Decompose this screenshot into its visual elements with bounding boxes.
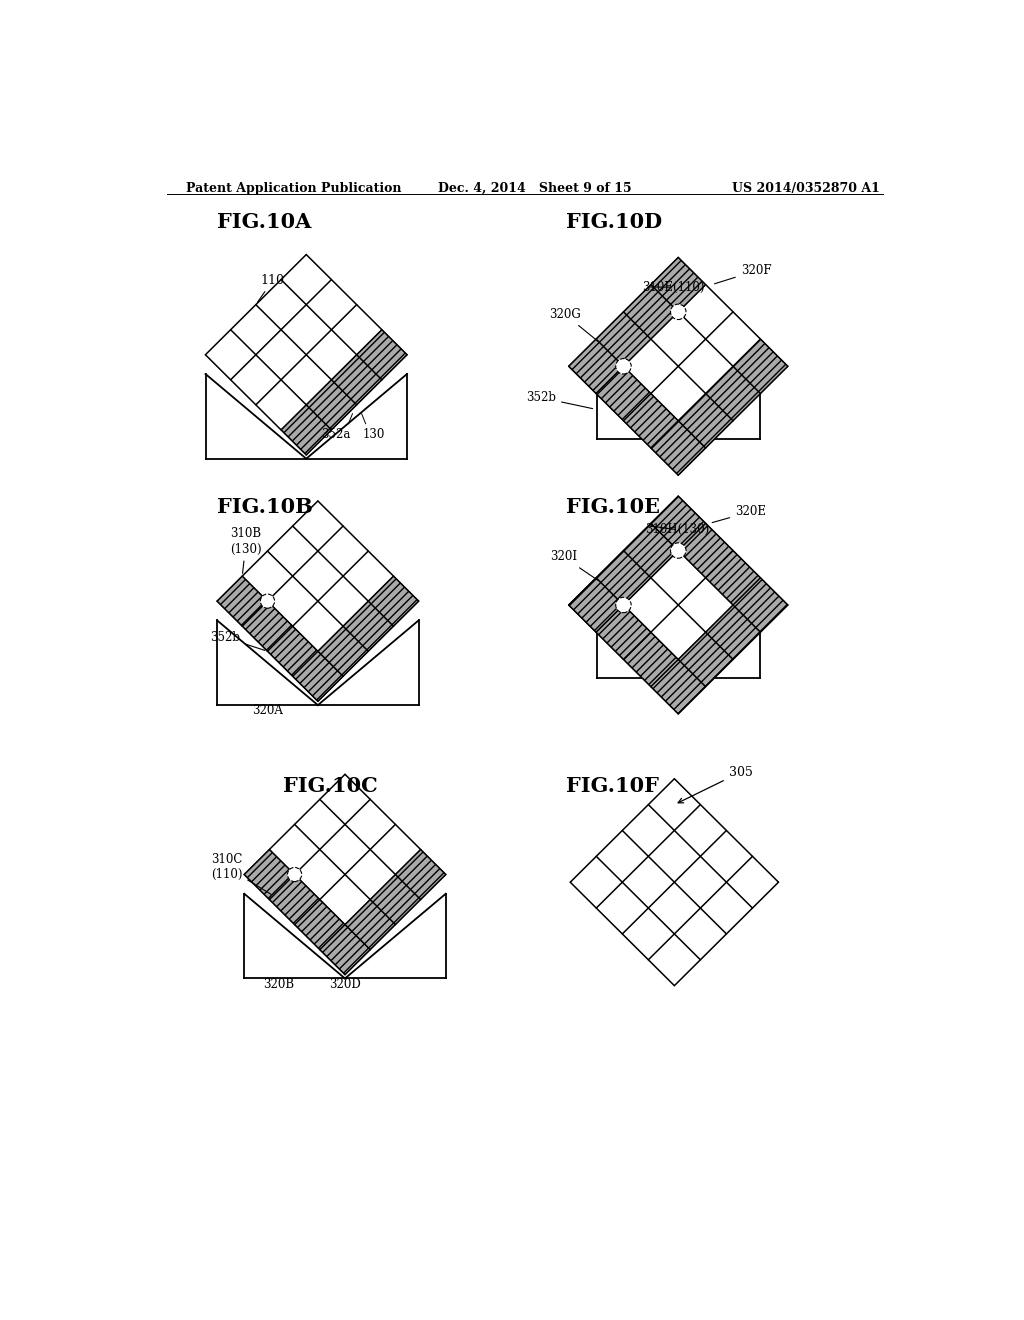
Text: FIG.10C: FIG.10C bbox=[283, 776, 378, 796]
Text: FIG.10E: FIG.10E bbox=[566, 498, 659, 517]
Circle shape bbox=[615, 597, 631, 612]
Text: 352b: 352b bbox=[210, 631, 265, 651]
Polygon shape bbox=[267, 550, 369, 651]
Polygon shape bbox=[651, 496, 787, 632]
Polygon shape bbox=[281, 330, 408, 455]
Polygon shape bbox=[624, 312, 733, 421]
Text: 310H(130): 310H(130) bbox=[645, 523, 710, 536]
Polygon shape bbox=[623, 830, 726, 935]
Polygon shape bbox=[244, 850, 371, 974]
Polygon shape bbox=[651, 578, 787, 714]
Text: 352b: 352b bbox=[526, 391, 593, 409]
Text: 352a: 352a bbox=[322, 428, 350, 441]
Text: 320G: 320G bbox=[549, 308, 598, 341]
Polygon shape bbox=[319, 850, 445, 974]
Polygon shape bbox=[217, 576, 343, 701]
Circle shape bbox=[671, 304, 686, 319]
Text: 320A: 320A bbox=[252, 705, 283, 717]
Polygon shape bbox=[568, 496, 706, 632]
Text: 320D: 320D bbox=[330, 978, 361, 991]
Text: FIG.10F: FIG.10F bbox=[566, 776, 658, 796]
Text: 320E: 320E bbox=[713, 506, 766, 523]
Text: FIG.10A: FIG.10A bbox=[217, 213, 311, 232]
Polygon shape bbox=[293, 576, 419, 701]
Text: Dec. 4, 2014   Sheet 9 of 15: Dec. 4, 2014 Sheet 9 of 15 bbox=[438, 182, 632, 194]
Text: Patent Application Publication: Patent Application Publication bbox=[186, 182, 401, 194]
Polygon shape bbox=[295, 825, 395, 924]
Text: 320B: 320B bbox=[263, 978, 295, 991]
Text: 310C
(110): 310C (110) bbox=[211, 853, 271, 894]
Circle shape bbox=[288, 867, 302, 882]
Circle shape bbox=[615, 359, 631, 374]
Polygon shape bbox=[624, 550, 733, 660]
Polygon shape bbox=[651, 339, 787, 475]
Circle shape bbox=[260, 594, 274, 609]
Text: US 2014/0352870 A1: US 2014/0352870 A1 bbox=[732, 182, 881, 194]
Text: 310E(110): 310E(110) bbox=[643, 281, 706, 294]
Circle shape bbox=[671, 543, 686, 558]
Polygon shape bbox=[568, 578, 706, 714]
Polygon shape bbox=[568, 339, 706, 475]
Text: FIG.10B: FIG.10B bbox=[217, 498, 313, 517]
Text: FIG.10D: FIG.10D bbox=[566, 213, 662, 232]
Text: 320I: 320I bbox=[550, 550, 598, 579]
Polygon shape bbox=[568, 257, 706, 393]
Text: 310B
(130): 310B (130) bbox=[230, 528, 262, 573]
Text: 110: 110 bbox=[257, 273, 285, 302]
Text: 305: 305 bbox=[678, 766, 753, 803]
Text: 130: 130 bbox=[362, 428, 385, 441]
Polygon shape bbox=[256, 305, 356, 405]
Text: 320F: 320F bbox=[715, 264, 771, 284]
